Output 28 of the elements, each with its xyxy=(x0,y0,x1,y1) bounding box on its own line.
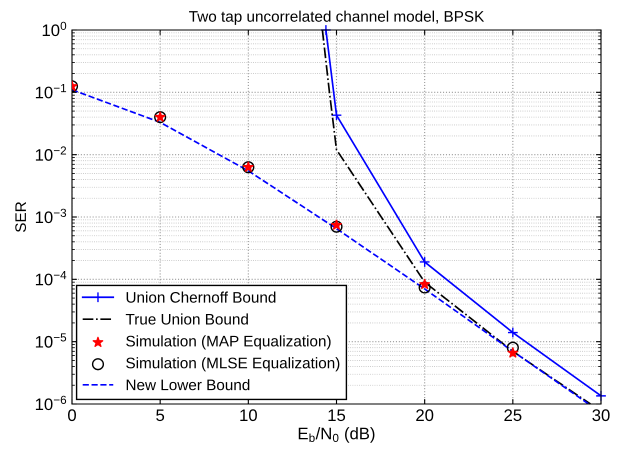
point xyxy=(419,278,430,290)
y-tick-label: 10$^{−3}$ xyxy=(36,208,66,224)
y-tick-label: 10$^{−4}$ xyxy=(36,271,66,286)
point xyxy=(419,256,430,268)
y-tick-label: 10$^{0}$ xyxy=(42,22,66,36)
x-tick-label: 5 xyxy=(156,409,164,422)
point xyxy=(507,347,518,358)
legend-label: Simulation (MAP Equalization) xyxy=(126,335,331,350)
x-tick-label: 20 xyxy=(416,409,434,422)
chart-title: Two tap uncorrelated channel model, BPSK xyxy=(189,10,484,25)
point xyxy=(331,220,342,230)
y-tick-label: 10$^{−5}$ xyxy=(36,333,66,348)
y-tick-label: 10$^{−6}$ xyxy=(36,396,66,410)
legend-label: True Union Bound xyxy=(126,313,248,325)
point xyxy=(330,110,342,121)
y-tick-label: 10$^{−1}$ xyxy=(36,84,66,98)
x-tick-label: 25 xyxy=(504,409,522,422)
point xyxy=(507,327,518,338)
x-tick-label: 0 xyxy=(68,409,76,422)
x-tick-label: 10 xyxy=(240,409,257,422)
x-tick-label: 30 xyxy=(592,409,610,422)
legend-label: Union Chernoff Bound xyxy=(126,292,276,303)
x-axis-title: E$_{b}$/N$_{0}$ (dB) xyxy=(298,427,374,443)
legend-label: New Lower Bound xyxy=(126,379,250,390)
y-axis-title: SER xyxy=(15,202,26,232)
y-tick-label: 10$^{−2}$ xyxy=(36,146,66,161)
x-tick-label: 15 xyxy=(328,409,346,422)
legend-label: Simulation (MLSE Equalization) xyxy=(126,357,340,372)
